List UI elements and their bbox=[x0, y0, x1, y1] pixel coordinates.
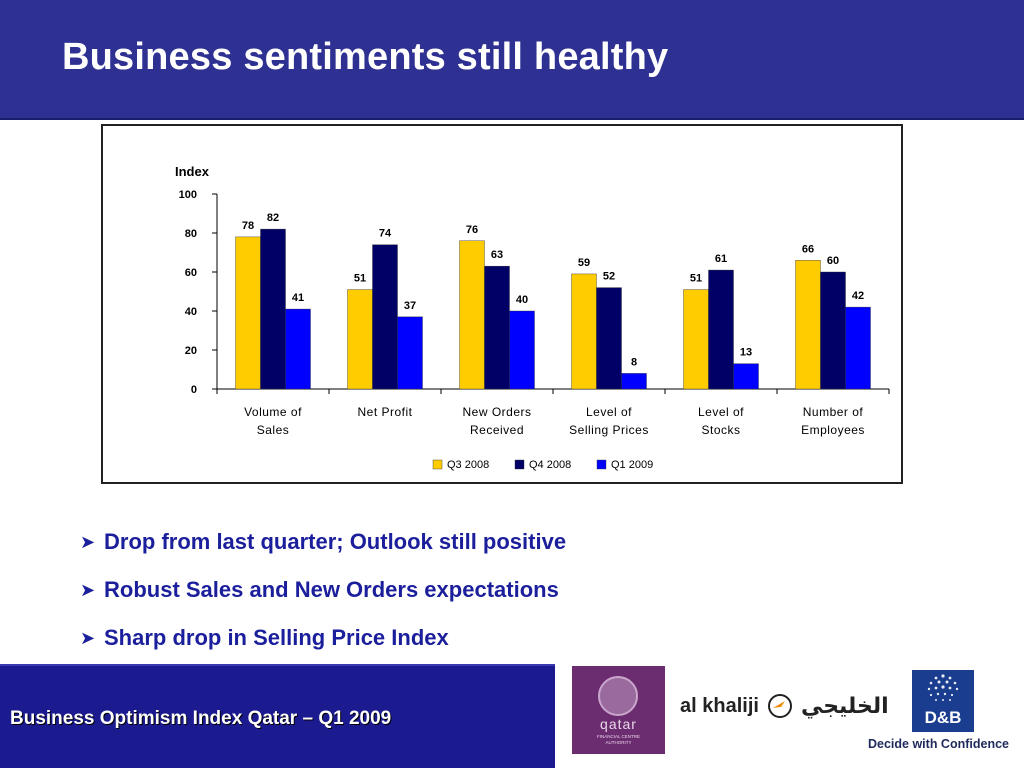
bar bbox=[845, 306, 871, 390]
x-category-label: New Orders bbox=[462, 405, 531, 419]
bar bbox=[733, 363, 759, 390]
legend-label: Q4 2008 bbox=[529, 459, 571, 471]
bar-data-label: 37 bbox=[404, 300, 416, 312]
qfc-logo: qatar FINANCIAL CENTRE AUTHORITY bbox=[572, 666, 665, 754]
footer-text: Business Optimism Index Qatar – Q1 2009 bbox=[10, 708, 392, 729]
x-category-label: Employees bbox=[801, 423, 865, 437]
bar-data-label: 74 bbox=[379, 228, 392, 240]
bar bbox=[820, 271, 846, 390]
bar-data-label: 66 bbox=[802, 243, 814, 255]
bullet-text: Sharp drop in Selling Price Index bbox=[104, 625, 449, 650]
y-tick-label: 100 bbox=[179, 189, 197, 201]
chart-frame: Index 0 20 40 60 80 100 78 82 41 Volume of Sales 51 7… bbox=[101, 124, 903, 484]
bar bbox=[795, 260, 821, 390]
alkhaliji-mark-icon bbox=[767, 693, 793, 719]
bar bbox=[397, 316, 423, 390]
alkhaliji-logo: al khaliji الخليجي bbox=[680, 690, 889, 722]
bar-data-label: 8 bbox=[631, 356, 637, 368]
legend-label: Q1 2009 bbox=[611, 459, 653, 471]
bar-chart: Index 0 20 40 60 80 100 78 82 41 Volume of Sales 51 7… bbox=[175, 164, 890, 471]
bar-data-label: 41 bbox=[292, 292, 304, 304]
bar bbox=[459, 240, 485, 390]
alkhaliji-text: al khaliji bbox=[680, 694, 759, 717]
bar bbox=[347, 289, 373, 390]
bar bbox=[260, 228, 286, 390]
y-axis-label: Index bbox=[175, 164, 210, 179]
bar bbox=[683, 289, 709, 390]
x-category-label: Level of bbox=[586, 405, 632, 419]
bar-data-label: 42 bbox=[852, 290, 864, 302]
bar-data-label: 82 bbox=[267, 212, 279, 224]
legend-swatch bbox=[596, 459, 607, 470]
footer-bar: Business Optimism Index Qatar – Q1 2009 bbox=[0, 664, 555, 768]
x-category-label: Sales bbox=[257, 423, 290, 437]
y-tick-label: 20 bbox=[185, 345, 197, 357]
bar bbox=[372, 244, 398, 390]
x-category-label: Volume of bbox=[244, 405, 302, 419]
bullet-item: ➤ Sharp drop in Selling Price Index bbox=[80, 614, 566, 662]
y-tick-label: 40 bbox=[185, 306, 197, 318]
y-tick-label: 80 bbox=[185, 228, 197, 240]
bar bbox=[571, 273, 597, 390]
bar bbox=[285, 308, 311, 390]
bar bbox=[596, 287, 622, 390]
qfc-logo-text: qatar bbox=[600, 716, 637, 732]
slide-header: Business sentiments still healthy bbox=[0, 0, 1024, 120]
bullet-text: Robust Sales and New Orders expectations bbox=[104, 577, 559, 602]
bar bbox=[509, 310, 535, 390]
bar-data-label: 61 bbox=[715, 253, 727, 265]
dnb-logo: D&B bbox=[912, 670, 974, 732]
slide-title: Business sentiments still healthy bbox=[62, 36, 669, 78]
qfc-emblem-icon bbox=[598, 676, 638, 716]
bar-data-label: 51 bbox=[354, 273, 366, 285]
x-category-label: Selling Prices bbox=[569, 423, 649, 437]
x-category-label: Stocks bbox=[701, 423, 740, 437]
bar bbox=[708, 269, 734, 390]
x-category-label: Net Profit bbox=[357, 405, 412, 419]
dnb-logo-text: D&B bbox=[924, 708, 962, 727]
bar bbox=[621, 373, 647, 390]
qfc-logo-subtitle: FINANCIAL CENTRE AUTHORITY bbox=[596, 734, 641, 745]
x-category-label: Level of bbox=[698, 405, 744, 419]
bar-data-label: 52 bbox=[603, 271, 615, 283]
bullet-text: Drop from last quarter; Outlook still po… bbox=[104, 529, 567, 554]
x-category-label: Number of bbox=[803, 405, 864, 419]
legend-swatch bbox=[432, 459, 443, 470]
bullet-item: ➤ Drop from last quarter; Outlook still p… bbox=[80, 518, 566, 566]
bar-data-label: 76 bbox=[466, 224, 478, 236]
legend-label: Q3 2008 bbox=[447, 459, 489, 471]
right-arrow-icon: ➤ bbox=[80, 627, 96, 649]
dnb-globe-icon bbox=[927, 674, 959, 701]
right-arrow-icon: ➤ bbox=[80, 579, 96, 601]
bar-data-label: 78 bbox=[242, 220, 254, 232]
right-arrow-icon: ➤ bbox=[80, 531, 96, 553]
alkhaliji-arabic-text: الخليجي bbox=[800, 693, 889, 719]
bar-data-label: 51 bbox=[690, 273, 702, 285]
bullet-list: ➤ Drop from last quarter; Outlook still p… bbox=[80, 518, 566, 662]
y-tick-label: 0 bbox=[191, 384, 197, 396]
dnb-tagline: Decide with Confidence bbox=[868, 737, 1009, 751]
bar bbox=[235, 236, 261, 390]
legend-swatch bbox=[514, 459, 525, 470]
bar-data-label: 60 bbox=[827, 255, 839, 267]
bar-data-label: 13 bbox=[740, 347, 752, 359]
bullet-item: ➤ Robust Sales and New Orders expectation… bbox=[80, 566, 566, 614]
bar-data-label: 59 bbox=[578, 257, 590, 269]
bar-data-label: 63 bbox=[491, 249, 503, 261]
x-category-label: Received bbox=[470, 423, 524, 437]
y-tick-label: 60 bbox=[185, 267, 197, 279]
bar bbox=[484, 265, 510, 390]
bar-data-label: 40 bbox=[516, 294, 528, 306]
